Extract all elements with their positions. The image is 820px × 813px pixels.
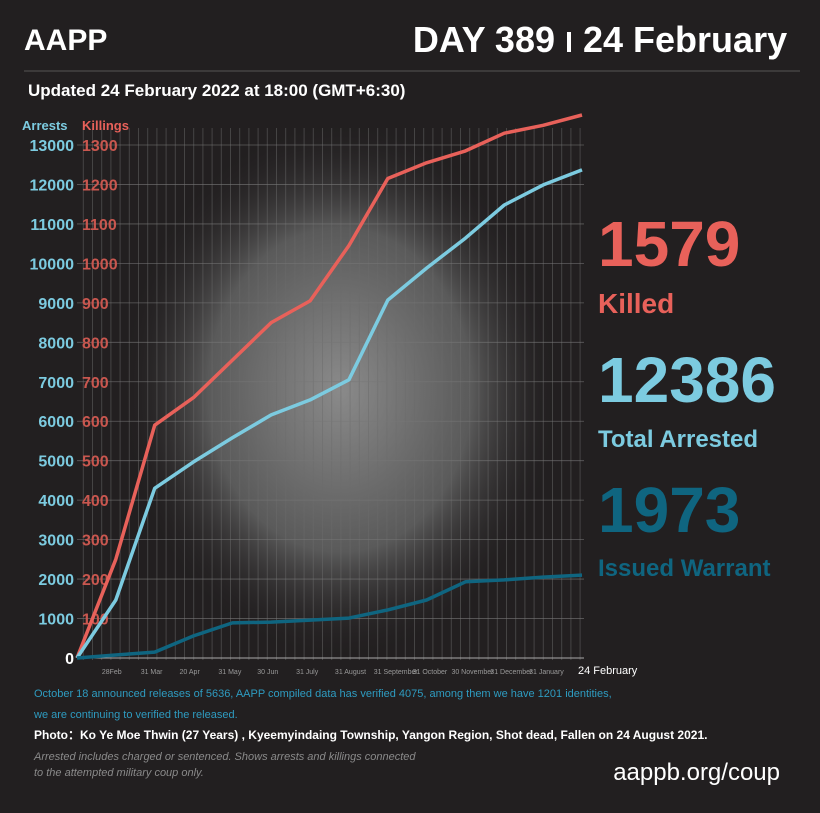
- y2-tick-label: 1000: [82, 256, 118, 273]
- y-tick-label: 7000: [38, 375, 74, 392]
- x-tick-label: 31 August: [335, 669, 366, 676]
- stat-label: Issued Warrant: [598, 555, 771, 582]
- y-tick-label: 1000: [38, 612, 74, 629]
- y2-tick-label: 600: [82, 414, 109, 431]
- updated: Updated 24 February 2022 at 18:00 (GMT+6…: [28, 81, 405, 100]
- y-tick-label: 4000: [38, 493, 74, 510]
- disclaimer: to the attempted military coup only.: [34, 767, 204, 779]
- x-tick-label: 31 October: [413, 669, 448, 676]
- x-tick-label: 20 Apr: [180, 669, 201, 676]
- stat-value: 1973: [598, 474, 740, 546]
- note: we are continuing to verified the releas…: [33, 709, 238, 721]
- y2-tick-label: 1300: [82, 138, 118, 155]
- y2-axis-title: Killings: [82, 118, 129, 133]
- y-tick-label: 2000: [38, 572, 74, 589]
- y-tick-label: 8000: [38, 335, 74, 352]
- x-tick-label: 28Feb: [102, 669, 122, 676]
- series-line: [75, 113, 583, 659]
- y2-tick-label: 400: [82, 493, 109, 510]
- y-tick-label: 13000: [30, 138, 75, 155]
- y-tick-label: 12000: [30, 177, 75, 194]
- y-tick-label: 3000: [38, 533, 74, 550]
- series-line: [76, 573, 583, 660]
- series-line: [75, 168, 583, 659]
- stat-label: Total Arrested: [598, 426, 758, 453]
- x-tick-label: 24 February: [578, 665, 638, 677]
- x-tick-label: 31 May: [218, 669, 241, 676]
- y2-tick-label: 1100: [82, 217, 117, 234]
- y2-tick-label: 900: [82, 296, 109, 313]
- y-tick-label: 9000: [38, 296, 74, 313]
- y2-tick-label: 800: [82, 335, 109, 352]
- x-tick-label: 30 November: [451, 669, 494, 676]
- y2-tick-label: 300: [82, 533, 109, 550]
- url: aappb.org/coup: [613, 759, 780, 786]
- y2-tick-label: 500: [82, 454, 109, 471]
- y-tick-label: 10000: [30, 256, 75, 273]
- x-tick-label: 30 Jun: [257, 669, 278, 676]
- separator: [567, 32, 571, 52]
- y2-tick-label: 200: [82, 572, 109, 589]
- y-tick-label: 11000: [30, 217, 74, 234]
- x-tick-label: 31 July: [296, 669, 319, 676]
- y-axis-title: Arrests: [22, 118, 68, 133]
- y-tick-label: 5000: [38, 454, 74, 471]
- day: DAY 389: [413, 19, 555, 60]
- y2-tick-label: 1200: [82, 177, 118, 194]
- date: 24 February: [583, 19, 787, 60]
- x-tick-label: 31 Mar: [141, 669, 163, 676]
- note: October 18 announced releases of 5636, A…: [34, 688, 612, 700]
- stat-value: 1579: [598, 208, 740, 280]
- y2-tick-label: 700: [82, 375, 109, 392]
- stat-value: 12386: [598, 344, 776, 416]
- x-tick-label: 31 December: [490, 669, 533, 676]
- x-tick-label: 31 September: [374, 669, 419, 676]
- brand: AAPP: [24, 24, 107, 57]
- stat-label: Killed: [598, 288, 674, 319]
- photo-caption: Photo：Ko Ye Moe Thwin (27 Years) , Kyeem…: [34, 728, 707, 742]
- disclaimer: Arrested includes charged or sentenced. …: [33, 751, 416, 763]
- x-tick-label: 31 January: [529, 669, 564, 676]
- y-tick-label: 6000: [38, 414, 74, 431]
- y-tick-label: 0: [65, 651, 74, 668]
- vertical-grid: [77, 128, 583, 660]
